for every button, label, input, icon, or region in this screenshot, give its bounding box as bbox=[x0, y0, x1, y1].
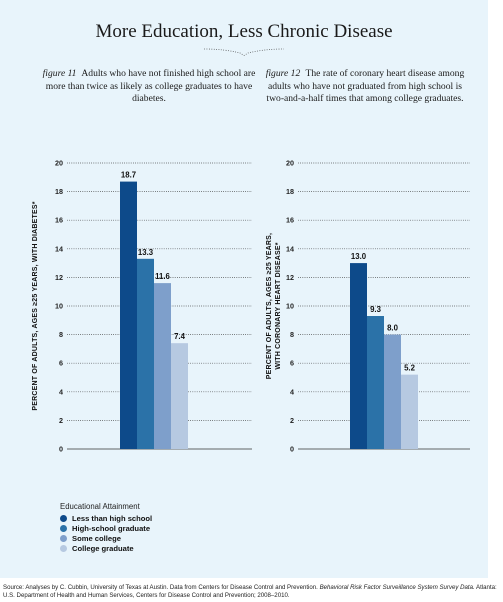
y-axis-label: PERCENT OF ADULTS, AGES ≥25 YEARS, WITH … bbox=[32, 201, 39, 410]
legend-swatch bbox=[60, 545, 67, 552]
y-tick-label: 18 bbox=[286, 187, 294, 196]
legend: Educational Attainment Less than high sc… bbox=[60, 502, 152, 554]
y-tick-label: 18 bbox=[55, 187, 63, 196]
y-axis-label-line: PERCENT OF ADULTS, AGES ≥25 YEARS, WITH … bbox=[32, 201, 39, 410]
figure-11-text: Adults who have not finished high school… bbox=[45, 68, 256, 105]
y-tick-label: 16 bbox=[286, 216, 294, 225]
source-italic: Behavioral Risk Factor Surveillance Syst… bbox=[319, 584, 475, 591]
legend-item: Some college bbox=[60, 534, 152, 544]
bar-value-label: 7.4 bbox=[174, 332, 186, 341]
page-title: More Education, Less Chronic Disease bbox=[95, 21, 393, 42]
y-tick-label: 6 bbox=[290, 359, 294, 368]
legend-item: Less than high school bbox=[60, 514, 152, 524]
bar bbox=[401, 374, 418, 449]
y-tick-label: 8 bbox=[290, 330, 294, 339]
y-tick-label: 14 bbox=[55, 244, 63, 253]
y-tick-label: 16 bbox=[55, 216, 63, 225]
bar-value-label: 9.3 bbox=[370, 305, 382, 314]
bar-value-label: 11.6 bbox=[155, 272, 170, 281]
y-tick-label: 0 bbox=[290, 445, 294, 454]
y-tick-label: 4 bbox=[290, 387, 294, 396]
legend-title: Educational Attainment bbox=[60, 502, 140, 511]
bar-value-label: 8.0 bbox=[387, 324, 399, 333]
bar bbox=[171, 343, 188, 449]
figure-11-caption: figure 11 Adults who have not finished h… bbox=[40, 68, 258, 106]
y-tick-label: 14 bbox=[286, 244, 294, 253]
bar bbox=[120, 181, 137, 449]
figure-panel bbox=[0, 0, 488, 578]
source-text: Source: Analyses by C. Cubbin, Universit… bbox=[3, 584, 320, 591]
figure-12-label: figure 12 bbox=[265, 68, 301, 79]
legend-label: College graduate bbox=[72, 544, 134, 553]
y-tick-label: 20 bbox=[286, 159, 294, 168]
bar-value-label: 13.3 bbox=[138, 248, 154, 257]
y-tick-label: 12 bbox=[55, 273, 63, 282]
legend-items: Less than high school High-school graduat… bbox=[60, 514, 152, 554]
source-text-2: Atlanta: U.S. Department of Health and H… bbox=[3, 584, 497, 599]
legend-item: College graduate bbox=[60, 544, 152, 554]
y-tick-label: 2 bbox=[290, 416, 294, 425]
legend-label: High-school graduate bbox=[72, 524, 151, 533]
y-tick-label: 2 bbox=[59, 416, 63, 425]
y-tick-label: 4 bbox=[59, 387, 63, 396]
title-dots-decoration bbox=[204, 48, 284, 56]
y-tick-label: 0 bbox=[59, 445, 63, 454]
y-axis-label-line: PERCENT OF ADULTS, AGES ≥25 YEARS, bbox=[266, 233, 273, 379]
bar-value-label: 5.2 bbox=[404, 364, 416, 373]
bar bbox=[384, 334, 401, 449]
legend-swatch bbox=[60, 525, 67, 532]
y-tick-label: 6 bbox=[59, 359, 63, 368]
bar bbox=[154, 283, 171, 449]
source-note: Source: Analyses by C. Cubbin, Universit… bbox=[3, 584, 501, 600]
bar bbox=[367, 316, 384, 449]
y-tick-label: 10 bbox=[55, 302, 63, 311]
bar-value-label: 18.7 bbox=[121, 171, 136, 180]
y-axis-label-line: WITH CORONARY HEART DISEASE* bbox=[275, 242, 282, 369]
legend-item: High-school graduate bbox=[60, 524, 152, 534]
figure-12-text: The rate of coronary heart disease among… bbox=[266, 68, 465, 105]
legend-label: Some college bbox=[72, 534, 121, 543]
bar-value-label: 13.0 bbox=[351, 252, 367, 261]
y-axis-label: PERCENT OF ADULTS, AGES ≥25 YEARS, WITH C… bbox=[266, 233, 282, 379]
legend-label: Less than high school bbox=[72, 514, 153, 523]
bar bbox=[137, 258, 154, 449]
figure-11-label: figure 11 bbox=[42, 68, 77, 79]
y-tick-label: 12 bbox=[286, 273, 294, 282]
legend-swatch bbox=[60, 515, 67, 522]
figure-12-caption: figure 12 The rate of coronary heart dis… bbox=[262, 68, 468, 106]
y-tick-label: 10 bbox=[286, 302, 294, 311]
legend-swatch bbox=[60, 535, 67, 542]
y-tick-label: 20 bbox=[55, 159, 63, 168]
bar bbox=[350, 263, 367, 449]
y-tick-label: 8 bbox=[59, 330, 63, 339]
